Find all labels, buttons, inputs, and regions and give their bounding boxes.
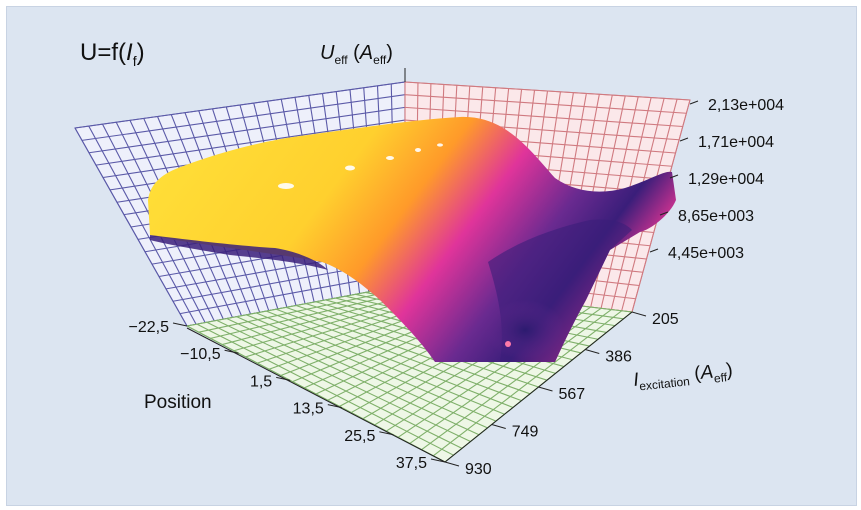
y-axis-ticks: −22,5 −10,5 1,5 13,5 25,5 37,5 — [129, 319, 446, 472]
x-tick-mark — [538, 386, 553, 392]
y-tick-mark — [276, 376, 291, 381]
z-tick-label: 8,65e+003 — [678, 208, 754, 225]
right-wall-line — [404, 81, 691, 101]
y-tick-mark — [327, 404, 342, 409]
floor-line — [432, 310, 623, 457]
z-axis-ticks: 2,13e+004 1,71e+004 1,29e+004 8,65e+003 4,45… — [649, 97, 784, 262]
z-axis-label: Ueff (Aeff) — [320, 42, 393, 67]
z-tick-label: 2,13e+004 — [708, 97, 784, 114]
y-tick-mark — [224, 349, 239, 354]
y-tick-label: 13,5 — [293, 401, 324, 418]
z-tick-label: 1,71e+004 — [698, 134, 774, 151]
surface-specular — [278, 143, 443, 189]
y-axis-label: Position — [144, 392, 212, 413]
x-axis-label: Iexcitation (Aeff) — [632, 360, 734, 394]
y-tick-mark — [379, 431, 394, 436]
z-tick-label: 4,45e+003 — [668, 245, 744, 262]
y-tick-mark — [172, 322, 188, 327]
x-tick-label: 205 — [652, 311, 679, 328]
surface-hole — [485, 300, 565, 360]
x-tick-label: 930 — [465, 461, 492, 478]
y-tick-label: 37,5 — [396, 455, 427, 472]
surface-mesh — [148, 116, 676, 362]
surface-left-dip — [150, 235, 328, 270]
y-tick-mark — [430, 458, 446, 463]
z-tick-mark — [669, 174, 679, 179]
y-tick-label: −22,5 — [129, 319, 170, 336]
back-wall-line — [95, 119, 406, 166]
x-tick-label: 567 — [559, 386, 586, 403]
y-tick-label: 1,5 — [250, 373, 272, 390]
chart-title: U=f(If) — [80, 39, 145, 69]
z-tick-mark — [649, 248, 659, 253]
surface-highlight-dot — [505, 341, 511, 347]
x-axis-ticks: 205 386 567 749 930 — [444, 311, 679, 478]
floor-line — [421, 309, 612, 451]
x-tick-label: 749 — [512, 424, 539, 441]
back-wall-line — [81, 94, 406, 141]
y-tick-label: −10,5 — [180, 346, 221, 363]
back-wall-line — [88, 106, 406, 154]
x-tick-mark — [491, 424, 506, 429]
z-tick-label: 1,29e+004 — [688, 171, 764, 188]
z-tick-mark — [659, 211, 669, 216]
x-tick-mark — [444, 461, 460, 467]
x-tick-label: 386 — [605, 349, 632, 366]
x-tick-mark — [631, 311, 647, 317]
x-tick-mark — [585, 349, 600, 354]
z-tick-mark — [689, 100, 699, 105]
back-wall-line — [74, 81, 406, 129]
right-wall-line — [404, 94, 687, 114]
right-wall-line — [404, 106, 683, 128]
y-tick-label: 25,5 — [344, 428, 375, 445]
z-tick-mark — [679, 137, 689, 142]
floor-line — [186, 284, 406, 327]
